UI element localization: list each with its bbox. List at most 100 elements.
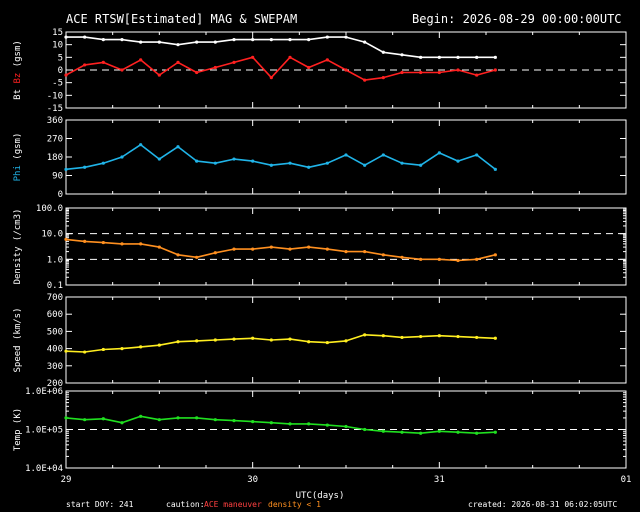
data-point bbox=[213, 65, 217, 70]
data-point bbox=[419, 334, 423, 339]
data-point bbox=[83, 239, 87, 243]
data-point bbox=[213, 40, 217, 44]
y-axis-label-part: Bz bbox=[13, 73, 23, 89]
series-density bbox=[64, 237, 497, 263]
data-point bbox=[232, 38, 236, 42]
data-point bbox=[101, 60, 105, 64]
data-point bbox=[493, 430, 497, 434]
y-axis-label: Speed (km/s) bbox=[13, 307, 23, 372]
data-point bbox=[400, 53, 404, 57]
data-point bbox=[64, 237, 68, 241]
data-point bbox=[456, 334, 460, 339]
data-point bbox=[157, 73, 161, 77]
data-point bbox=[176, 416, 180, 420]
data-point bbox=[325, 423, 329, 427]
data-point bbox=[437, 55, 441, 59]
y-tick-label: 500 bbox=[47, 327, 63, 337]
data-point bbox=[251, 55, 255, 59]
data-point bbox=[325, 35, 329, 39]
data-point bbox=[288, 38, 292, 42]
data-point bbox=[176, 253, 180, 257]
data-point bbox=[475, 55, 479, 59]
data-point bbox=[101, 161, 105, 165]
data-point bbox=[120, 347, 124, 351]
x-tick-label: 31 bbox=[434, 475, 445, 485]
caution-label: caution: bbox=[166, 500, 205, 509]
y-axis-label: Temp (K) bbox=[13, 408, 23, 451]
data-point bbox=[456, 68, 460, 72]
data-point bbox=[493, 336, 497, 340]
data-point bbox=[400, 161, 404, 165]
y-tick-label: 10 bbox=[52, 41, 63, 51]
data-point bbox=[381, 429, 385, 433]
data-point bbox=[157, 157, 161, 161]
data-point bbox=[475, 257, 479, 261]
start-doy: start DOY: 241 bbox=[66, 500, 134, 509]
y-tick-label: 1.0 bbox=[47, 255, 63, 265]
y-axis-label-part: (gsm) bbox=[13, 40, 23, 73]
data-point bbox=[83, 165, 87, 169]
data-point bbox=[400, 255, 404, 259]
data-point bbox=[64, 416, 68, 420]
data-point bbox=[363, 78, 367, 82]
data-point bbox=[176, 145, 180, 149]
series-bz bbox=[64, 55, 497, 82]
data-point bbox=[419, 163, 423, 167]
x-tick-label: 01 bbox=[621, 475, 632, 485]
y-axis-label-part: Bt bbox=[13, 89, 23, 100]
y-tick-label: 10.0 bbox=[41, 230, 63, 240]
y-tick-label: 270 bbox=[47, 135, 63, 145]
series-temp bbox=[64, 414, 497, 435]
data-point bbox=[475, 335, 479, 340]
data-point bbox=[251, 247, 255, 251]
data-point bbox=[325, 247, 329, 251]
data-point bbox=[437, 151, 441, 155]
data-point bbox=[437, 70, 441, 75]
y-tick-label: 0 bbox=[58, 66, 63, 76]
data-point bbox=[139, 143, 143, 147]
data-point bbox=[307, 65, 311, 70]
panel-density: 100.0 10.0 1.0 0.1 Density (/cm3) bbox=[13, 204, 627, 291]
data-point bbox=[269, 38, 273, 42]
data-point bbox=[307, 245, 311, 249]
data-point bbox=[325, 340, 329, 345]
series-line bbox=[65, 143, 496, 171]
data-point bbox=[195, 339, 199, 343]
y-axis-label-part: Phi bbox=[13, 165, 23, 181]
data-point bbox=[251, 159, 255, 163]
series-line bbox=[65, 334, 496, 353]
data-point bbox=[419, 257, 423, 261]
data-point bbox=[363, 40, 367, 44]
data-point bbox=[195, 416, 199, 420]
data-point bbox=[139, 40, 143, 44]
data-point bbox=[307, 422, 311, 426]
data-point bbox=[269, 76, 273, 80]
y-tick-label: 200 bbox=[47, 379, 63, 389]
data-point bbox=[139, 58, 143, 62]
data-point bbox=[157, 40, 161, 44]
data-point bbox=[101, 347, 105, 352]
data-point bbox=[157, 245, 161, 249]
data-point bbox=[232, 337, 236, 341]
data-point bbox=[493, 167, 497, 171]
data-point bbox=[344, 68, 348, 72]
data-point bbox=[456, 430, 460, 434]
y-axis-label: Phi (gsm) bbox=[13, 133, 23, 182]
data-point bbox=[120, 155, 124, 159]
series-bt bbox=[64, 35, 497, 59]
data-point bbox=[120, 68, 124, 72]
series-line bbox=[65, 415, 496, 434]
y-tick-label: 1.0E+05 bbox=[25, 426, 63, 436]
data-point bbox=[307, 165, 311, 169]
y-tick-label: 0 bbox=[58, 190, 63, 200]
y-tick-label: 15 bbox=[52, 28, 63, 38]
data-point bbox=[381, 153, 385, 157]
data-point bbox=[195, 159, 199, 163]
data-point bbox=[232, 60, 236, 64]
data-point bbox=[419, 55, 423, 59]
data-point bbox=[120, 242, 124, 246]
created-label: created: 2026-08-31 06:02:05UTC bbox=[468, 500, 617, 509]
y-tick-label: 600 bbox=[47, 310, 63, 320]
y-tick-label: 0.1 bbox=[47, 281, 63, 291]
